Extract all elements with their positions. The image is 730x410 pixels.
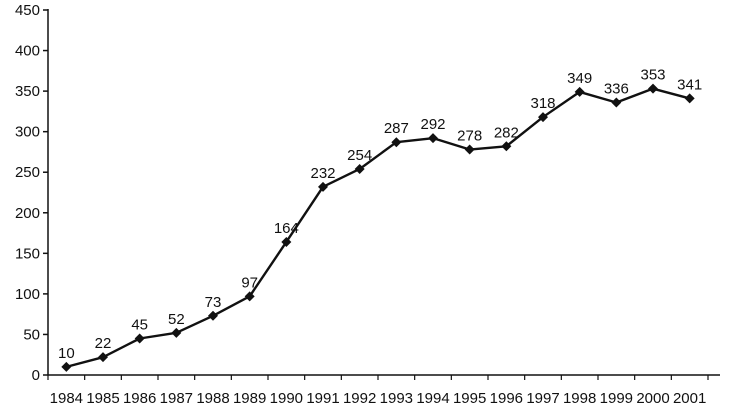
- data-label: 232: [310, 165, 335, 182]
- data-label: 282: [494, 124, 519, 141]
- data-point-marker: [318, 181, 328, 192]
- y-tick-label: 350: [15, 83, 40, 100]
- data-label: 45: [131, 317, 148, 334]
- x-tick-label: 1992: [343, 390, 376, 407]
- x-tick-label: 2000: [636, 390, 669, 407]
- y-tick-label: 50: [23, 326, 40, 343]
- data-label: 254: [347, 147, 372, 164]
- x-tick-label: 1987: [160, 390, 193, 407]
- series-line: [66, 87, 690, 369]
- y-tick-label: 150: [15, 245, 40, 262]
- data-point-marker: [244, 291, 255, 302]
- data-label: 336: [604, 80, 629, 97]
- data-point-marker: [98, 352, 108, 363]
- x-tick-label: 1997: [526, 390, 559, 407]
- y-tick-label: 0: [32, 367, 40, 384]
- x-axis-ticks: 1984 1985 1986 1987 1988 1989 1990 1991 1992 1993…: [47, 375, 709, 407]
- data-point-marker: [61, 361, 72, 372]
- y-tick-label: 450: [15, 2, 40, 19]
- data-label: 10: [58, 345, 75, 362]
- x-tick-label: 1988: [196, 390, 229, 407]
- data-label: 97: [241, 274, 258, 291]
- data-point-marker: [134, 333, 145, 344]
- x-tick-label: 1995: [453, 390, 486, 407]
- x-tick-label: 1984: [50, 390, 83, 407]
- data-label: 22: [95, 335, 112, 352]
- data-point-marker: [464, 144, 475, 155]
- data-point-marker: [574, 86, 585, 97]
- x-tick-label: 1991: [306, 390, 339, 407]
- x-tick-label: 1999: [600, 390, 633, 407]
- data-point-marker: [428, 133, 438, 144]
- x-tick-label: 1990: [270, 390, 303, 407]
- y-tick-label: 300: [15, 124, 40, 141]
- data-label: 73: [205, 294, 222, 311]
- data-point-marker: [354, 163, 365, 174]
- data-point-marker: [684, 93, 695, 104]
- y-axis-ticks: 0 50 100 150 200 250 300 350 400 450: [15, 2, 48, 384]
- y-tick-label: 400: [15, 43, 40, 60]
- data-label: 353: [640, 67, 665, 84]
- data-label: 278: [457, 128, 482, 145]
- data-label: 292: [420, 116, 445, 133]
- data-label: 287: [384, 120, 409, 137]
- x-tick-label: 2001: [673, 390, 706, 407]
- x-tick-label: 1985: [86, 390, 119, 407]
- axes: [47, 9, 720, 376]
- y-tick-label: 250: [15, 164, 40, 181]
- y-tick-label: 200: [15, 205, 40, 222]
- data-label: 52: [168, 311, 185, 328]
- data-label: 164: [274, 220, 299, 237]
- data-point-marker: [281, 236, 292, 247]
- data-point-marker: [391, 137, 402, 148]
- data-label: 341: [677, 76, 702, 93]
- data-label: 349: [567, 70, 592, 87]
- data-point-marker: [538, 112, 548, 123]
- x-tick-label: 1994: [416, 390, 449, 407]
- x-tick-label: 1998: [563, 390, 596, 407]
- data-point-marker: [208, 310, 218, 321]
- x-tick-label: 1986: [123, 390, 156, 407]
- y-tick-label: 100: [15, 286, 40, 303]
- data-point-marker: [611, 97, 622, 108]
- series-group: [61, 83, 695, 372]
- x-tick-label: 1993: [380, 390, 413, 407]
- data-point-marker: [648, 83, 658, 94]
- data-label: 318: [530, 95, 555, 112]
- data-point-marker: [171, 327, 182, 338]
- x-tick-label: 1996: [490, 390, 523, 407]
- data-point-marker: [501, 141, 512, 152]
- data-labels: 10 22 45 52 73 97 164 232 254 287 292 278 282 318 349 3…: [58, 67, 702, 362]
- x-tick-label: 1989: [233, 390, 266, 407]
